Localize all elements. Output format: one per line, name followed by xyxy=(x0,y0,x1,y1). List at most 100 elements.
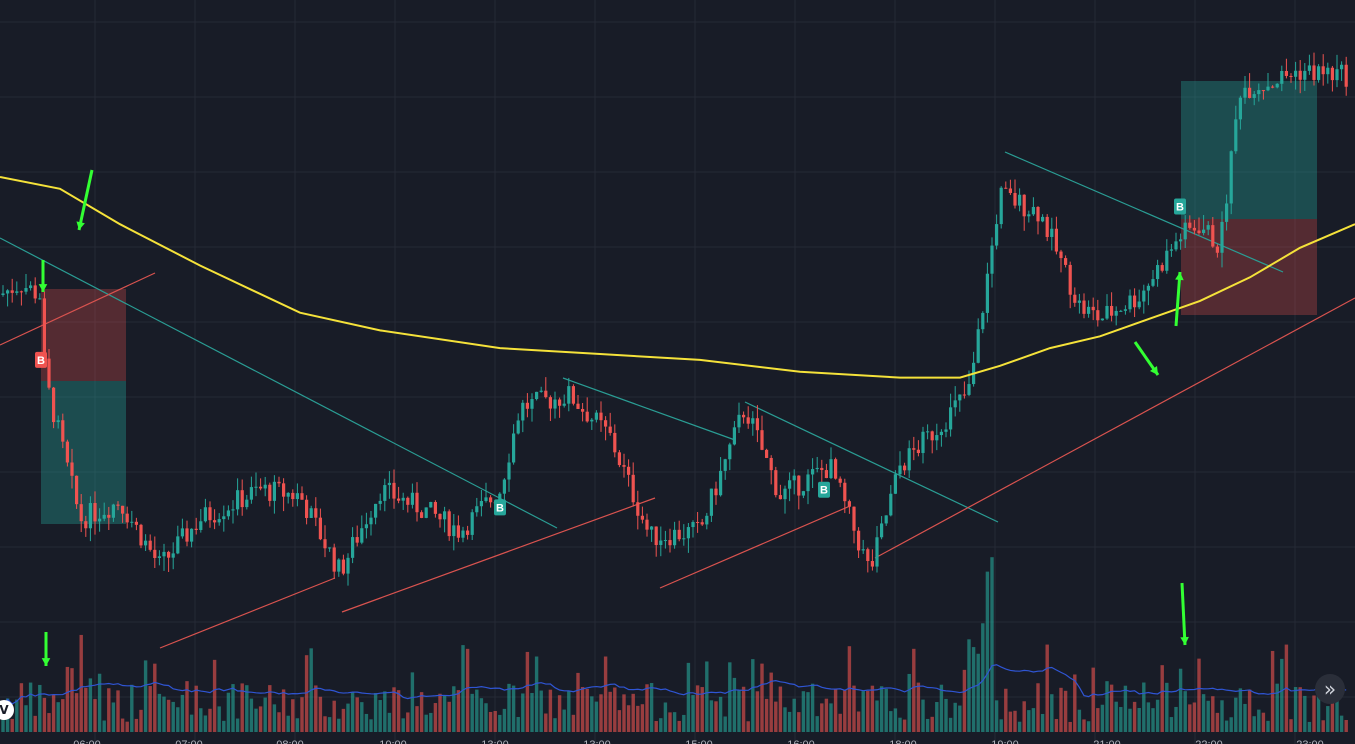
volume-bar xyxy=(1073,674,1077,732)
x-tick-label: 07:00 xyxy=(175,739,203,744)
volume-ma-line xyxy=(2,664,1347,707)
candle-body xyxy=(512,433,516,463)
x-tick-label: 15:00 xyxy=(685,739,713,744)
candle-body xyxy=(1142,290,1146,302)
volume-bar xyxy=(24,705,28,732)
candle-body xyxy=(291,492,295,500)
candle-body xyxy=(792,475,796,481)
volume-bar xyxy=(976,653,980,732)
candle-body xyxy=(208,507,212,521)
candle-body xyxy=(811,469,815,475)
volume-bar xyxy=(879,686,884,732)
arrow-head xyxy=(1175,272,1184,281)
volume-bar xyxy=(240,683,244,732)
arrow-head xyxy=(1149,366,1158,375)
candle-body xyxy=(245,499,249,508)
volume-bar xyxy=(640,704,645,732)
candle-body xyxy=(1041,216,1045,222)
volume-bar xyxy=(327,717,332,732)
volume-bar xyxy=(208,708,212,732)
volume-bar xyxy=(1105,681,1109,732)
candle-body xyxy=(300,493,304,500)
candle-body xyxy=(116,504,120,506)
candle-body xyxy=(1133,295,1137,308)
candle-body xyxy=(1330,67,1334,81)
volume-bar xyxy=(378,700,382,732)
candle-body xyxy=(176,536,180,554)
volume-bar xyxy=(585,688,589,732)
volume-bar xyxy=(935,702,939,732)
candle-body xyxy=(1266,86,1270,91)
x-tick-label: 18:00 xyxy=(889,739,917,744)
volume-bar xyxy=(139,709,143,732)
candle-body xyxy=(1119,310,1123,312)
candle-body xyxy=(930,431,934,441)
candle-body xyxy=(332,547,336,572)
volume-bar xyxy=(226,692,231,732)
candle-body xyxy=(728,444,732,460)
volume-bar xyxy=(792,698,796,732)
candle-body xyxy=(880,523,884,538)
candle-body xyxy=(852,506,856,531)
candle-body xyxy=(1059,251,1063,259)
volume-bar xyxy=(295,718,300,732)
volume-bar xyxy=(981,623,985,732)
volume-bar xyxy=(1146,702,1151,732)
volume-bar xyxy=(856,711,861,732)
volume-bar xyxy=(272,704,277,732)
volume-bar xyxy=(590,696,594,732)
volume-bar xyxy=(1330,699,1335,732)
candle-body xyxy=(498,493,502,503)
volume-bar xyxy=(231,684,235,732)
volume-bar xyxy=(787,711,792,732)
candle-body xyxy=(1151,279,1155,286)
candle-body xyxy=(148,540,152,550)
volume-bar xyxy=(166,699,171,732)
volume-bar xyxy=(493,710,497,732)
volume-bar xyxy=(245,685,249,732)
x-tick-label: 21:00 xyxy=(1093,739,1121,744)
candle-body xyxy=(79,504,83,522)
volume-bar xyxy=(406,712,410,732)
volume-bar xyxy=(682,714,686,732)
candle-body xyxy=(645,519,649,530)
volume-bar xyxy=(654,721,658,732)
candle-body xyxy=(1234,119,1238,152)
volume-bar xyxy=(488,711,493,732)
volume-bar xyxy=(741,686,746,732)
candle-body xyxy=(341,559,345,574)
candle-body xyxy=(1312,65,1316,80)
volume-bar xyxy=(148,686,152,732)
volume-bar xyxy=(797,712,801,732)
volume-bar xyxy=(1178,668,1183,732)
volume-bar xyxy=(870,685,875,732)
candle-body xyxy=(1110,305,1114,316)
candle-body xyxy=(1303,70,1307,80)
volume-bar xyxy=(1165,682,1169,732)
moving-average-line xyxy=(0,176,1355,379)
candle-body xyxy=(236,490,240,510)
candle-body xyxy=(406,497,410,505)
candle-body xyxy=(866,549,870,562)
volume-bar xyxy=(617,710,622,732)
candle-body xyxy=(585,411,589,422)
candle-body xyxy=(392,482,396,499)
candle-body xyxy=(1050,228,1054,237)
candle-body xyxy=(374,503,378,518)
take-profit-box xyxy=(1181,81,1317,219)
candle-body xyxy=(1100,318,1104,321)
volume-bar xyxy=(1054,719,1059,732)
trend-line xyxy=(874,297,1355,559)
trend-line xyxy=(744,401,999,523)
volume-bar xyxy=(824,698,829,732)
volume-bar xyxy=(631,693,635,732)
position-boxes xyxy=(41,81,1317,524)
volume-bar xyxy=(599,694,603,732)
volume-bar xyxy=(162,696,166,732)
candle-body xyxy=(1335,69,1339,81)
candle-body xyxy=(364,524,368,529)
candle-body xyxy=(56,420,60,423)
volume-bar xyxy=(130,684,134,732)
scroll-to-realtime-button[interactable]: » xyxy=(1315,674,1345,704)
